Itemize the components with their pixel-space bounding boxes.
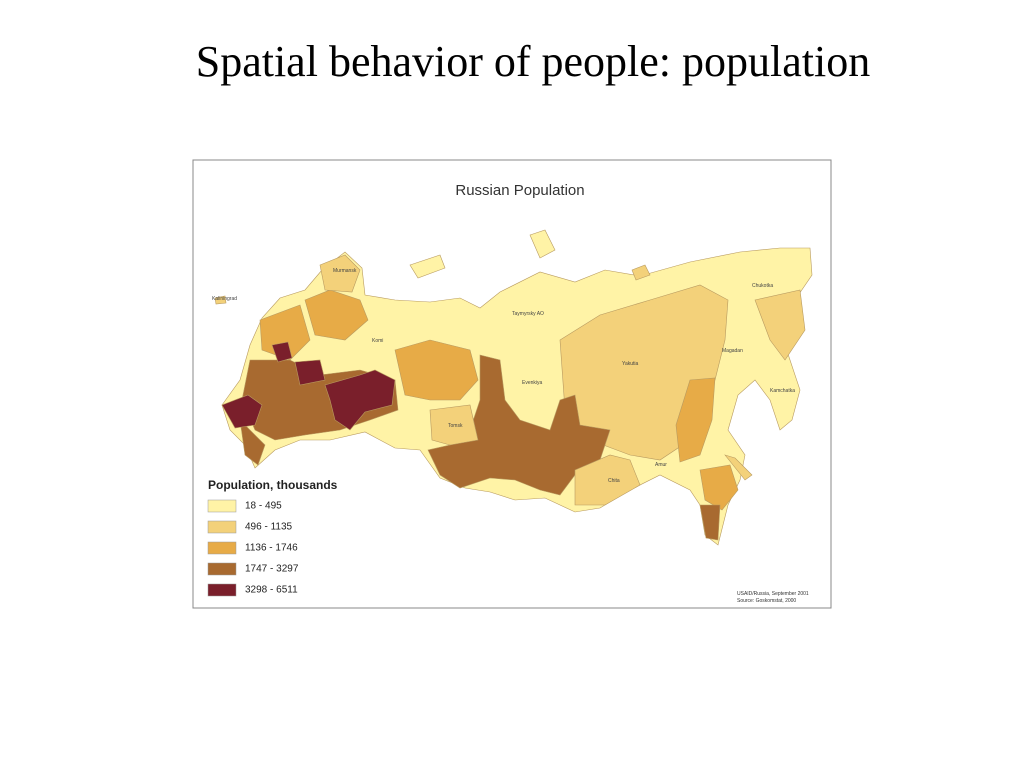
region xyxy=(427,354,611,496)
region xyxy=(239,419,266,466)
slide-title: Spatial behavior of people: population xyxy=(195,37,871,86)
legend-swatch xyxy=(207,583,237,597)
region-label: Komi xyxy=(372,338,383,344)
region xyxy=(319,254,361,293)
region xyxy=(429,404,479,446)
region-label: Kamchatka xyxy=(770,388,795,394)
region-label: Yakutia xyxy=(622,361,639,367)
region xyxy=(675,377,716,463)
region-label: Murmansk xyxy=(333,268,357,274)
region-label: Taymyrsky AO xyxy=(512,311,544,317)
region xyxy=(294,359,326,386)
map-shapes xyxy=(214,229,813,546)
region-label: Tomsk xyxy=(448,423,463,429)
region xyxy=(699,504,721,541)
region-label: Kaliningrad xyxy=(212,296,237,302)
region-labels: Murmansk Kaliningrad Komi Taymyrsky AO E… xyxy=(212,268,795,484)
legend-label: 496 - 1135 xyxy=(245,522,293,533)
island xyxy=(409,254,446,279)
legend: 18 - 495 496 - 1135 1136 - 1746 1747 - 3297… xyxy=(207,499,299,597)
island xyxy=(724,454,753,481)
legend-swatch xyxy=(207,520,237,534)
legend-label: 1747 - 3297 xyxy=(245,564,299,575)
island xyxy=(214,295,227,305)
legend-swatch xyxy=(207,562,237,576)
region xyxy=(754,289,806,361)
region xyxy=(394,339,479,401)
map-title: Russian Population xyxy=(455,182,584,199)
legend-label: 18 - 495 xyxy=(245,501,282,512)
legend-swatch xyxy=(207,541,237,555)
region-label: Chita xyxy=(608,478,620,484)
legend-label: 1136 - 1746 xyxy=(245,543,298,554)
legend-title: Population, thousands xyxy=(208,478,338,492)
region-label: Chukotka xyxy=(752,283,773,289)
island xyxy=(529,229,556,259)
legend-swatch xyxy=(207,499,237,513)
source-note: USAID/Russia, September 2001 xyxy=(737,591,809,597)
island xyxy=(631,264,651,281)
region-label: Amur xyxy=(655,462,667,468)
region-label: Evenkiya xyxy=(522,380,543,386)
source-note: Source: Goskomstat, 2000 xyxy=(737,598,796,604)
region xyxy=(574,454,641,506)
region-label: Magadan xyxy=(722,348,743,354)
legend-label: 3298 - 6511 xyxy=(245,585,298,596)
region xyxy=(699,464,739,511)
region xyxy=(221,394,263,429)
region xyxy=(271,341,293,363)
region xyxy=(324,369,396,431)
